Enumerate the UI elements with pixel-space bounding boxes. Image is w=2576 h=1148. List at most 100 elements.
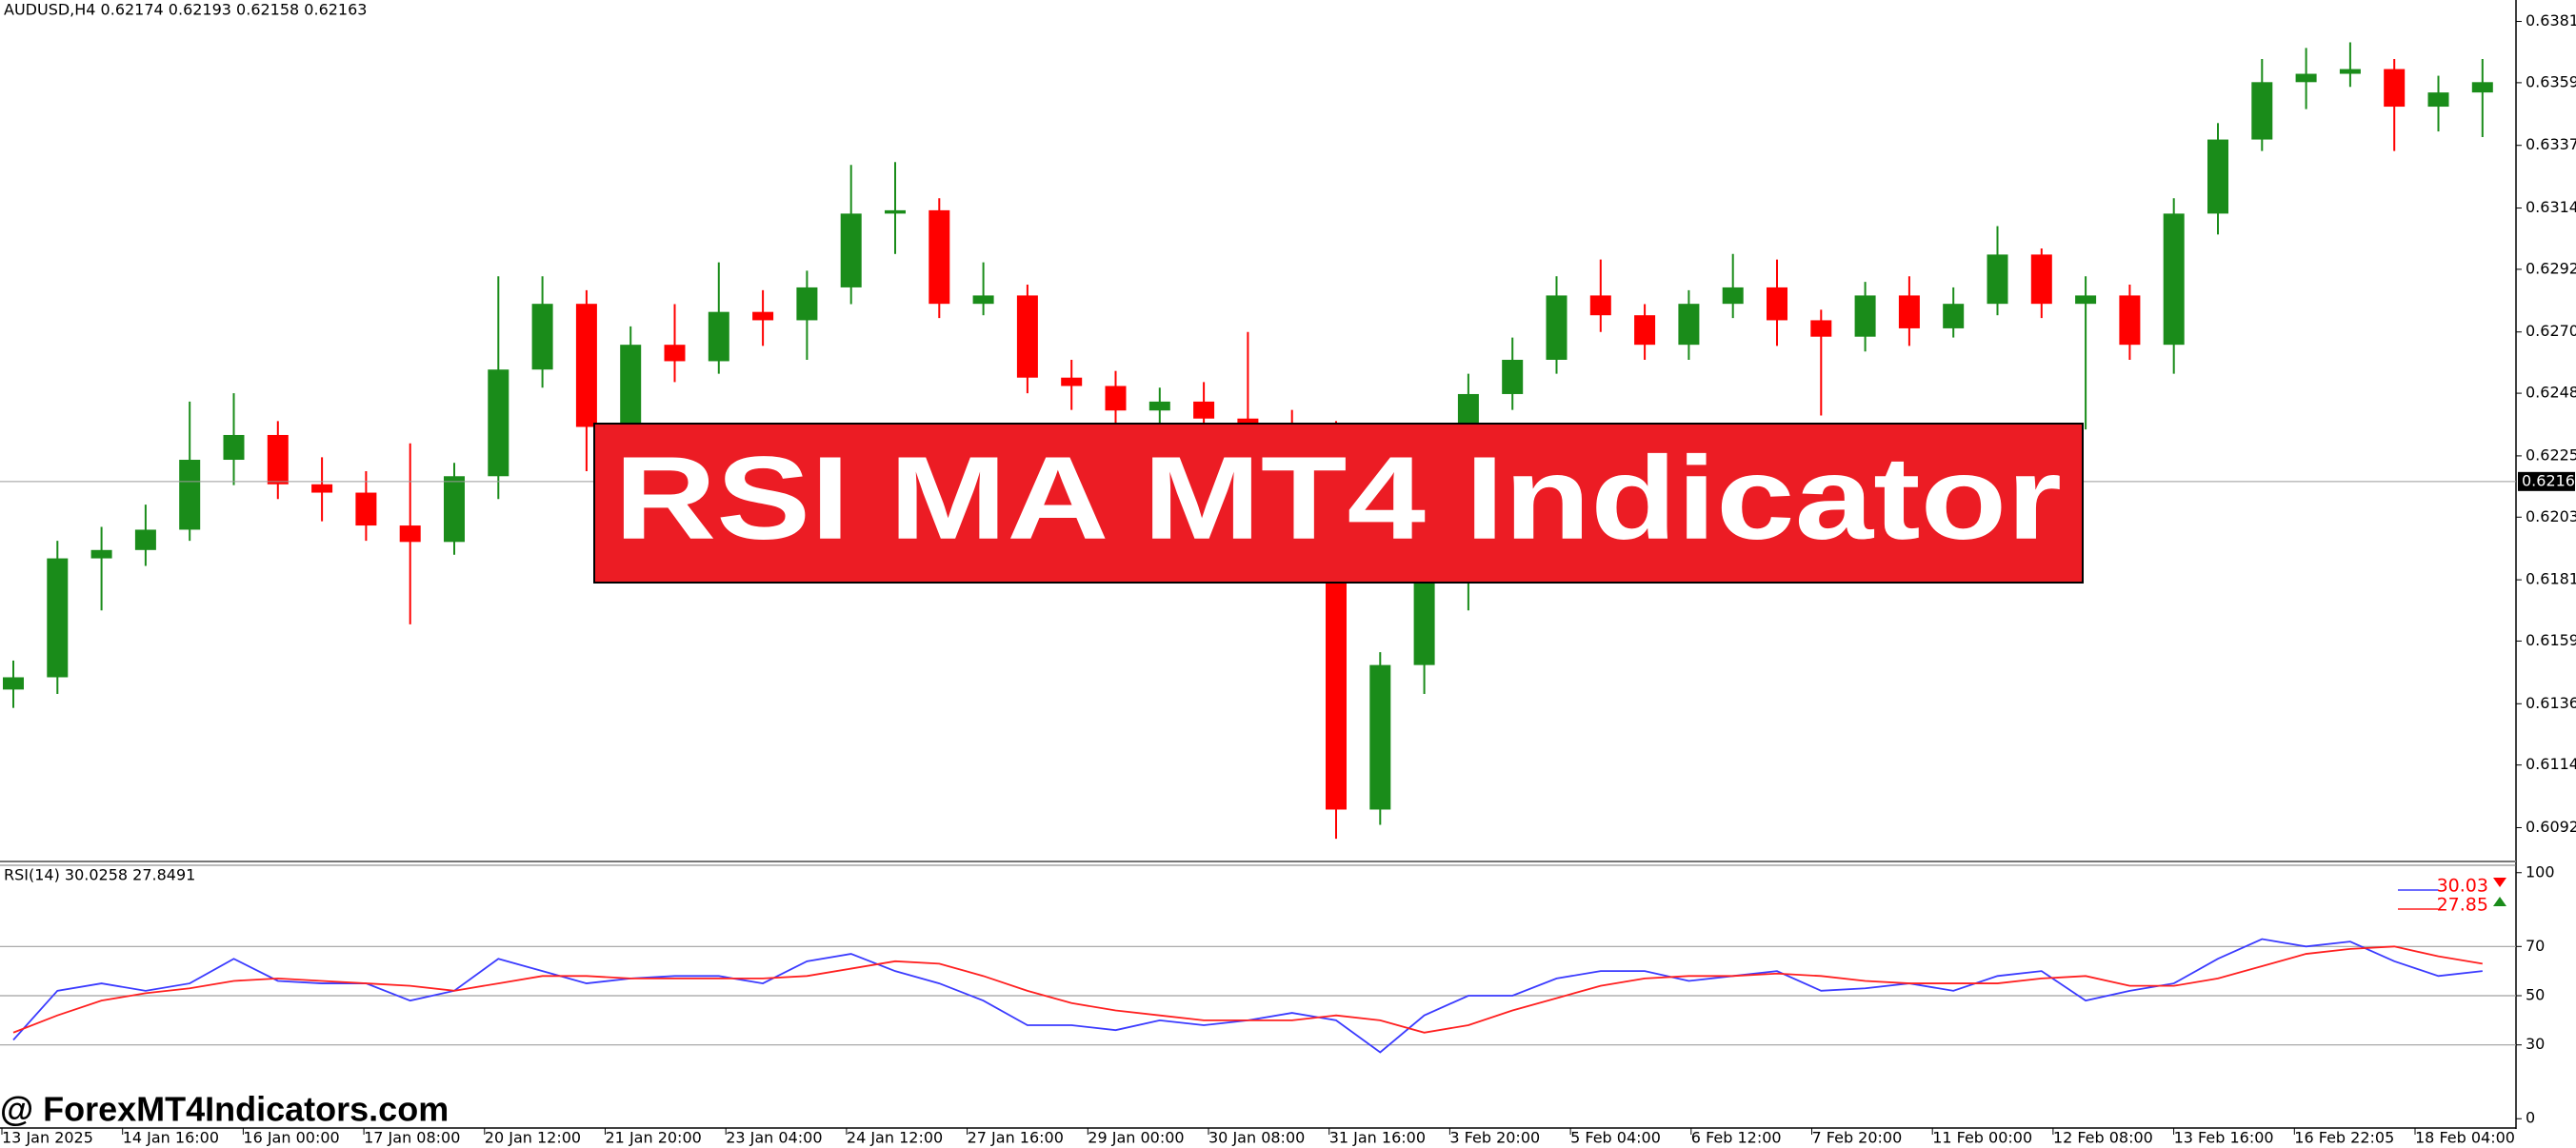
- candle-body: [620, 345, 642, 427]
- candle-body: [1722, 287, 1744, 305]
- y-tick-label: 0.62925: [2526, 259, 2576, 277]
- candle-body: [2163, 213, 2185, 346]
- y-tick-label: 100: [2526, 862, 2555, 881]
- candle-body: [575, 304, 597, 427]
- rsi-title: RSI(14) 30.0258 27.8491: [4, 866, 195, 884]
- candle-body: [134, 529, 156, 550]
- candle-body: [3, 677, 24, 690]
- y-tick-label: 0.63595: [2526, 72, 2576, 90]
- candle-body: [840, 213, 862, 287]
- x-tick-label: 5 Feb 04:00: [1570, 1129, 1661, 1147]
- x-tick-label: 12 Feb 08:00: [2053, 1129, 2153, 1147]
- banner-text: RSI MA MT4 Indicator: [614, 433, 2062, 564]
- y-tick-label: 50: [2526, 986, 2545, 1004]
- x-tick-label: 20 Jan 12:00: [485, 1129, 581, 1147]
- banner-box: [593, 423, 2084, 584]
- candle-body: [1854, 295, 1876, 337]
- candle-body: [972, 295, 994, 305]
- x-tick-label: 21 Jan 20:00: [606, 1129, 702, 1147]
- y-tick-label: 0.62255: [2526, 445, 2576, 464]
- candle-body: [708, 311, 729, 362]
- candle-body: [2030, 254, 2052, 305]
- y-tick-label: 0.61145: [2526, 755, 2576, 773]
- x-tick-label: 14 Jan 16:00: [123, 1129, 219, 1147]
- candle-body: [267, 434, 289, 485]
- x-tick-label: 23 Jan 04:00: [726, 1129, 822, 1147]
- down-arrow: [2493, 878, 2506, 887]
- candle-body: [2384, 69, 2406, 108]
- candle-body: [1767, 287, 1787, 321]
- candle-body: [1634, 315, 1656, 346]
- current-price-box: [2518, 471, 2575, 491]
- y-tick-label: 70: [2526, 937, 2545, 955]
- x-tick-label: 3 Feb 20:00: [1449, 1129, 1540, 1147]
- candle-body: [531, 304, 553, 370]
- candle-body: [1061, 377, 1083, 386]
- x-tick-label: 24 Jan 12:00: [847, 1129, 943, 1147]
- y-tick-label: 0: [2526, 1109, 2535, 1127]
- chart-title: AUDUSD,H4 0.62174 0.62193 0.62158 0.6216…: [4, 1, 367, 19]
- y-tick-label: 30: [2526, 1035, 2545, 1053]
- current-price-label: 0.62163: [2522, 471, 2576, 489]
- candle-body: [1546, 295, 1568, 360]
- candle-body: [1898, 295, 1920, 328]
- candle-body: [488, 369, 509, 477]
- x-tick-label: 31 Jan 16:00: [1329, 1129, 1426, 1147]
- candle-body: [1105, 386, 1127, 411]
- candle-body: [2075, 295, 2097, 305]
- candle-body: [2427, 92, 2449, 108]
- x-tick-label: 6 Feb 12:00: [1691, 1129, 1782, 1147]
- candle-body: [1369, 664, 1391, 810]
- candle-body: [47, 558, 69, 678]
- candle-body: [444, 476, 465, 543]
- x-tick-label: 13 Jan 2025: [2, 1129, 93, 1147]
- candle-body: [664, 345, 686, 362]
- x-tick-label: 18 Feb 04:00: [2415, 1129, 2515, 1147]
- x-tick-label: 13 Feb 16:00: [2174, 1129, 2274, 1147]
- candle-body: [796, 287, 818, 321]
- candle-body: [311, 484, 333, 493]
- current-value-label: 27.85: [2437, 895, 2488, 916]
- x-tick-label: 11 Feb 00:00: [1932, 1129, 2032, 1147]
- candle-body: [2207, 139, 2228, 214]
- candle-body: [2471, 82, 2493, 93]
- y-tick-label: 0.63815: [2526, 11, 2576, 30]
- candle-body: [399, 525, 421, 543]
- x-tick-label: 27 Jan 16:00: [968, 1129, 1064, 1147]
- candle-body: [1193, 401, 1215, 419]
- candle-body: [1678, 304, 1700, 346]
- watermark: @ ForexMT4Indicators.com: [0, 1090, 449, 1129]
- candle-body: [752, 311, 774, 321]
- candle-body: [1016, 295, 1038, 378]
- candle-body: [2295, 73, 2317, 83]
- candle-body: [1589, 295, 1611, 316]
- x-tick-label: 30 Jan 08:00: [1208, 1129, 1305, 1147]
- x-tick-label: 16 Jan 00:00: [243, 1129, 339, 1147]
- candle-body: [2339, 69, 2361, 74]
- y-tick-label: 0.62035: [2526, 507, 2576, 525]
- banner: RSI MA MT4 Indicator: [593, 423, 2084, 584]
- candle-body: [1148, 401, 1170, 411]
- x-tick-label: 7 Feb 20:00: [1812, 1129, 1903, 1147]
- candle-body: [90, 549, 112, 559]
- candle-body: [179, 460, 201, 530]
- x-tick-label: 16 Feb 22:05: [2294, 1129, 2394, 1147]
- up-arrow: [2493, 897, 2506, 906]
- candle-body: [1810, 320, 1832, 337]
- candle-body: [2251, 82, 2273, 140]
- x-tick-label: 17 Jan 08:00: [364, 1129, 460, 1147]
- candle-body: [2119, 295, 2141, 346]
- y-tick-label: 0.63145: [2526, 198, 2576, 216]
- rsi-line: [12, 945, 2483, 1034]
- candle-body: [1987, 254, 2008, 305]
- candle-body: [1502, 359, 1524, 394]
- candle-body: [1943, 304, 1965, 328]
